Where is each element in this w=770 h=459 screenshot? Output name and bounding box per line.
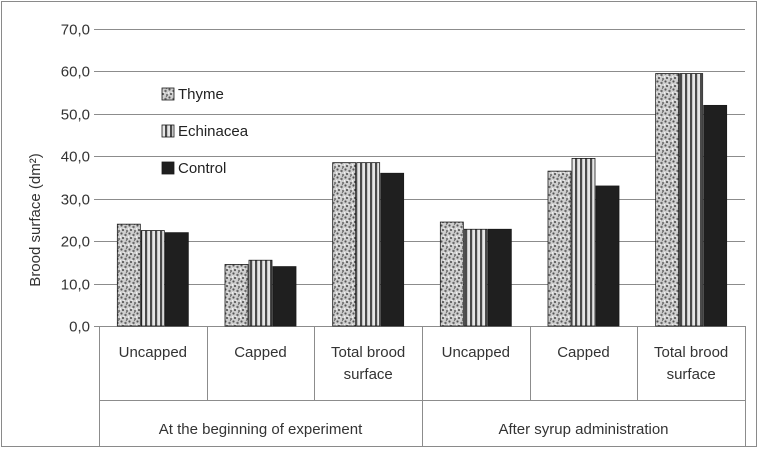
bar-thyme (332, 162, 357, 327)
legend-swatch-thyme (161, 87, 175, 101)
bar-echinacea (463, 228, 488, 327)
y-tick-label: 20,0 (61, 234, 90, 251)
x-axis: Uncapped Capped Total brood surface Uncapped… (99, 326, 746, 446)
bar-thyme (224, 264, 249, 327)
bar-control (703, 104, 728, 327)
y-tick-label: 60,0 (61, 64, 90, 81)
chart-frame (1, 1, 757, 447)
bar-control (272, 266, 297, 327)
bar-echinacea (679, 73, 704, 327)
bar-control (487, 228, 512, 327)
x-category-label: surface (344, 366, 393, 383)
y-tick-label: 10,0 (61, 277, 90, 294)
bar-control (380, 172, 405, 327)
legend-label-echinacea: Echinacea (178, 123, 249, 140)
legend-label-control: Control (178, 160, 226, 177)
y-tick-label: 50,0 (61, 107, 90, 124)
bar-thyme (439, 221, 464, 327)
bar-control (164, 232, 189, 327)
bar-echinacea (248, 259, 273, 327)
bar-control (595, 185, 620, 327)
bar-echinacea (356, 162, 381, 327)
y-tick-label: 70,0 (61, 22, 90, 39)
y-axis: 0,0 10,0 20,0 30,0 40,0 50,0 60,0 70,0 (61, 22, 745, 336)
x-group-label: At the beginning of experiment (159, 421, 363, 438)
bar-thyme (116, 223, 141, 327)
y-tick-label: 30,0 (61, 192, 90, 209)
x-category-label: Total brood (331, 344, 405, 361)
y-tick-label: 40,0 (61, 149, 90, 166)
bar-echinacea (571, 158, 596, 327)
x-category-label: Uncapped (442, 344, 510, 361)
bars (116, 73, 728, 327)
y-axis-label: Brood surface (dm²) (27, 153, 44, 286)
legend-swatch-echinacea (161, 124, 175, 138)
bar-thyme (547, 170, 572, 327)
x-category-label: surface (667, 366, 716, 383)
x-category-label: Total brood (654, 344, 728, 361)
y-tick-label: 0,0 (69, 319, 90, 336)
x-category-label: Capped (557, 344, 610, 361)
bar-thyme (655, 73, 680, 327)
x-category-label: Capped (234, 344, 287, 361)
legend-swatch-control (161, 161, 175, 175)
legend: Thyme Echinacea Control (161, 86, 249, 177)
legend-label-thyme: Thyme (178, 86, 224, 103)
x-category-label: Uncapped (119, 344, 187, 361)
x-group-label: After syrup administration (498, 421, 668, 438)
bar-echinacea (140, 230, 165, 327)
